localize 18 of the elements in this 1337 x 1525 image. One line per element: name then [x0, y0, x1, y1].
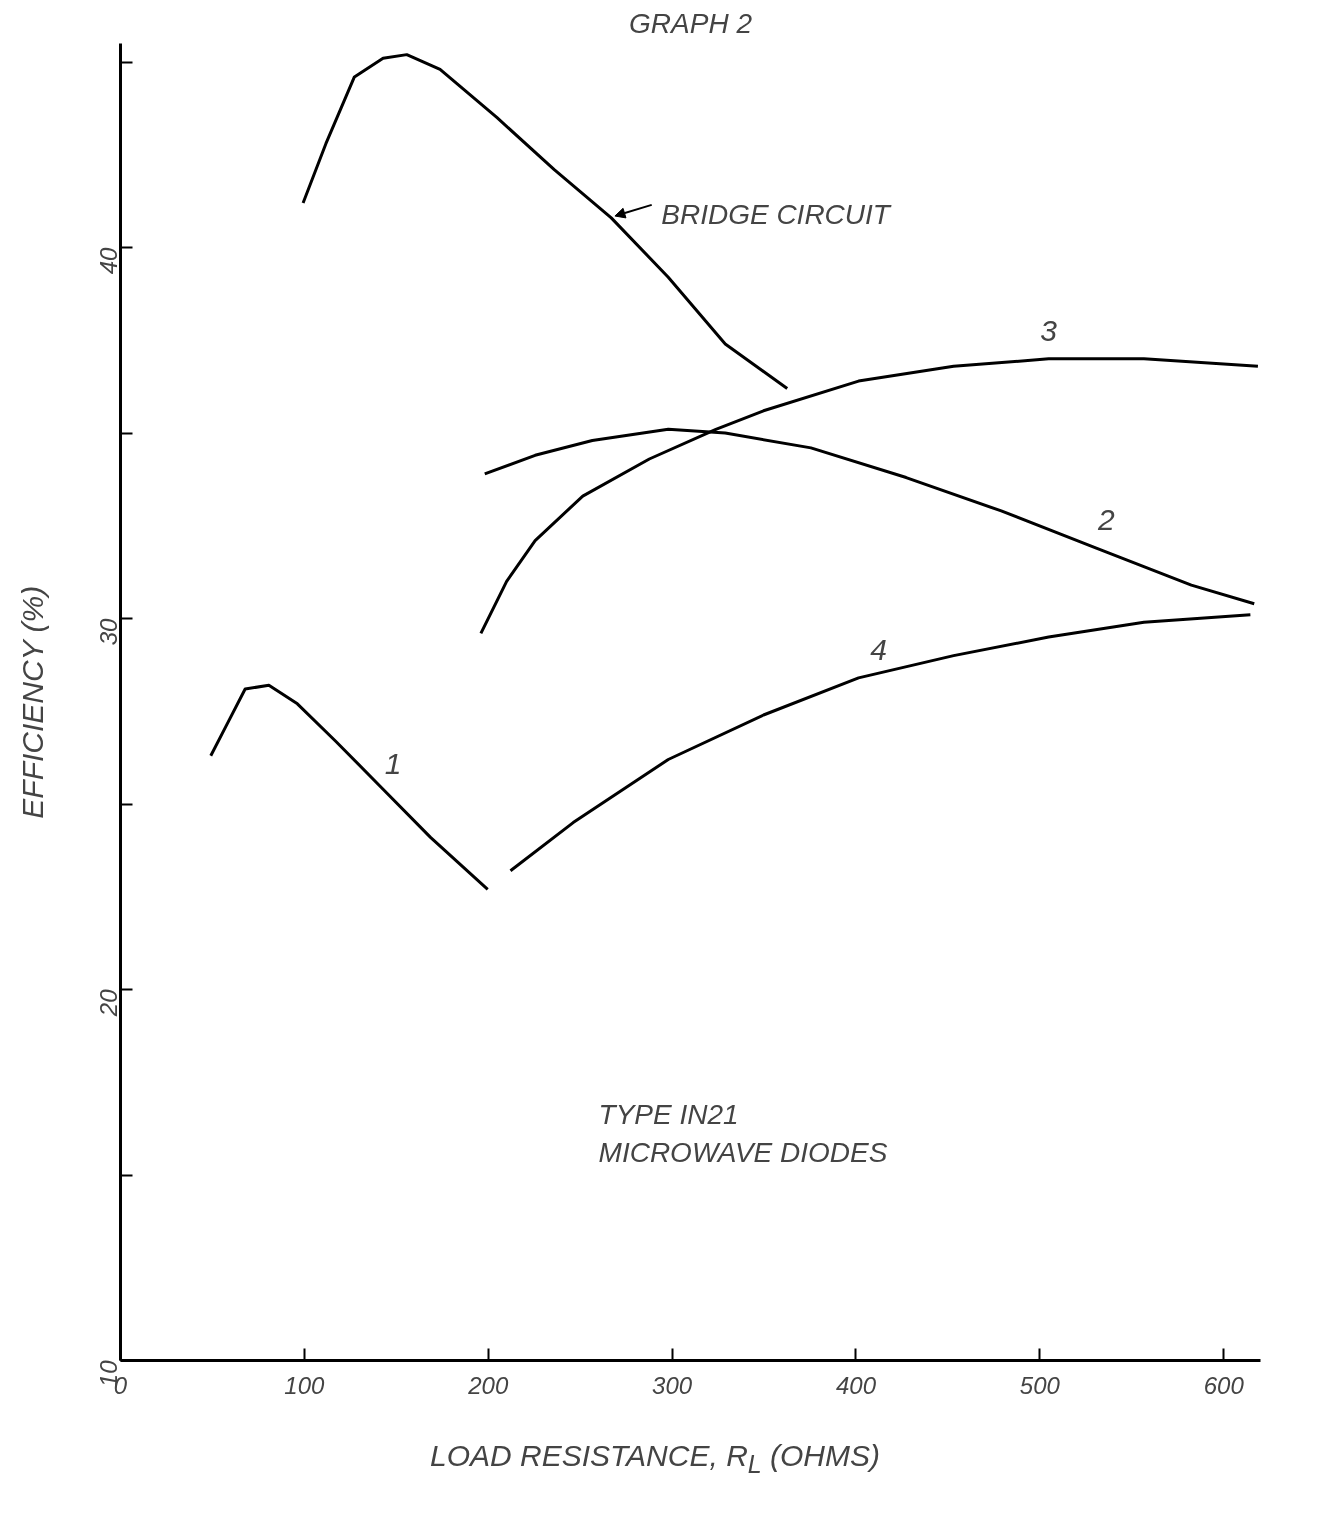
y-tick-label: 20	[95, 988, 122, 1018]
y-tick-label: 30	[95, 617, 122, 646]
legend-label: BRIDGE CIRCUIT	[661, 198, 892, 230]
y-axis-title: EFFICIENCY (%)	[15, 585, 49, 819]
x-tick-label: 100	[284, 1371, 326, 1399]
series-label: 3	[1040, 313, 1058, 347]
x-tick-label: 300	[652, 1371, 693, 1399]
series-label: 2	[1096, 503, 1115, 537]
x-tick-label: 500	[1019, 1371, 1061, 1399]
series-label: 1	[384, 747, 402, 781]
series-label: 4	[870, 632, 887, 666]
x-tick-label: 400	[835, 1371, 877, 1399]
annotation: TYPE IN21 MICROWAVE DIODES	[598, 1099, 888, 1168]
chart-title: GRAPH 2	[629, 7, 753, 39]
y-tick-label: 40	[95, 246, 122, 275]
x-axis-title: LOAD RESISTANCE, R$_{L}$ (OHMS)	[429, 1438, 881, 1480]
x-tick-label: 600	[1203, 1371, 1245, 1399]
x-tick-label: 200	[467, 1371, 509, 1399]
